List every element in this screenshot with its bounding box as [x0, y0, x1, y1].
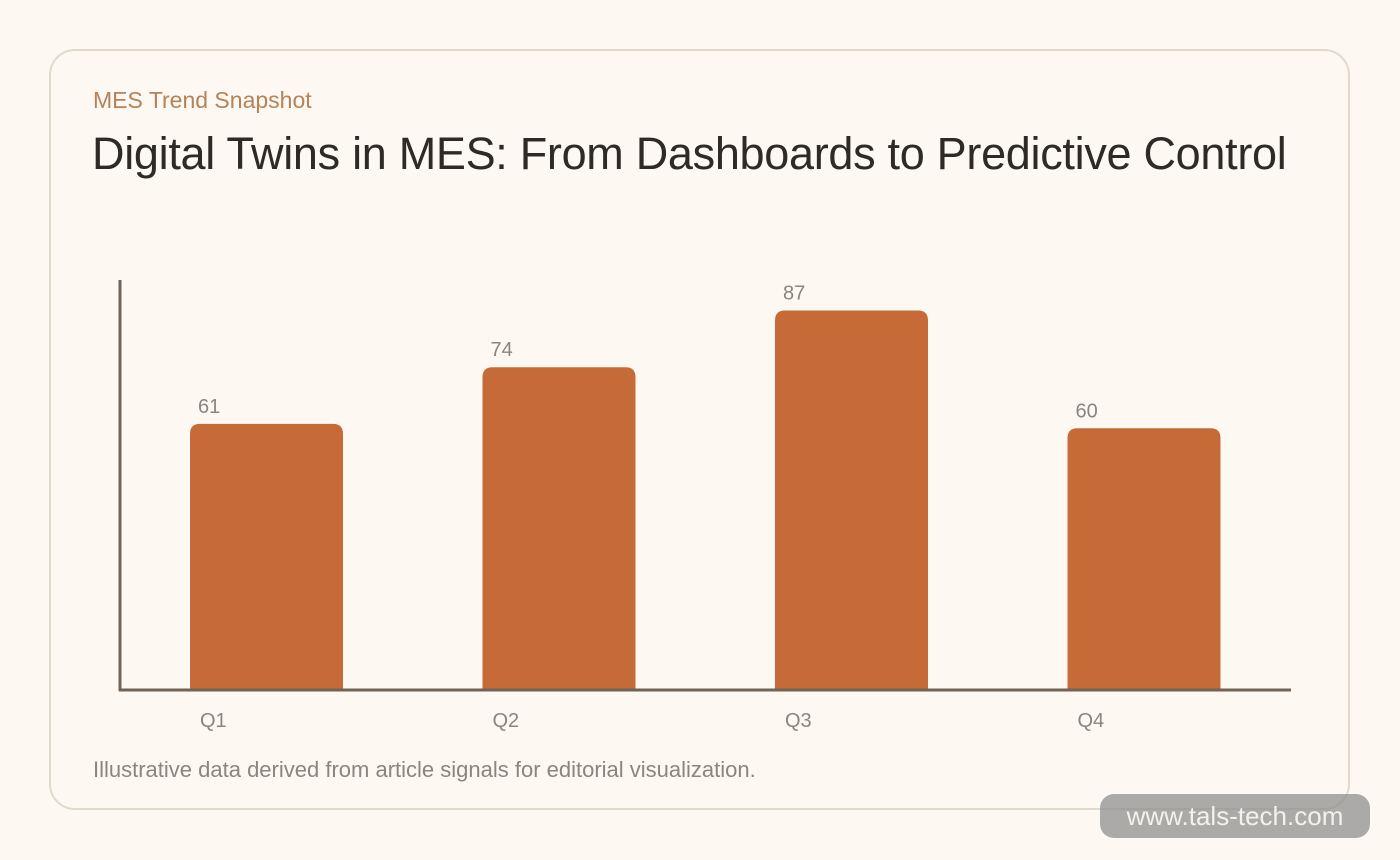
eyebrow-label: MES Trend Snapshot [93, 87, 312, 113]
x-tick-label-q4: Q4 [1078, 710, 1105, 732]
x-tick-label-q1: Q1 [200, 710, 227, 732]
value-label-q4: 60 [1076, 400, 1098, 422]
bars-layer [190, 310, 1221, 690]
value-label-q2: 74 [491, 339, 513, 361]
bar-q2 [482, 367, 636, 690]
bar-q1 [190, 423, 343, 690]
value-label-q3: 87 [783, 283, 805, 305]
footnote: Illustrative data derived from article s… [93, 757, 756, 782]
bar-q3 [775, 310, 928, 690]
value-label-q1: 61 [198, 396, 220, 418]
labels-layer: 61 Q1 74 Q2 87 Q3 60 Q4 [198, 283, 1104, 732]
x-tick-label-q2: Q2 [493, 710, 520, 732]
chart-title: Digital Twins in MES: From Dashboards to… [92, 128, 1287, 179]
x-tick-label-q3: Q3 [785, 710, 812, 732]
bar-q4 [1067, 428, 1221, 690]
watermark-badge: www.tals-tech.com [1100, 794, 1370, 838]
